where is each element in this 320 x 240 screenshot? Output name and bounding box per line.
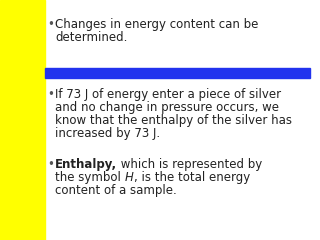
Text: If 73 J of energy enter a piece of silver: If 73 J of energy enter a piece of silve… [55,88,281,101]
Text: •: • [47,88,54,101]
Text: H: H [124,171,133,184]
Text: the symbol: the symbol [55,171,124,184]
Text: Changes in energy content can be: Changes in energy content can be [55,18,258,31]
Text: and no change in pressure occurs, we: and no change in pressure occurs, we [55,101,279,114]
Bar [45,68,310,78]
Bar [0,0,45,240]
Text: determined.: determined. [55,31,127,44]
Text: know that the enthalpy of the silver has: know that the enthalpy of the silver has [55,114,292,127]
Text: •: • [47,18,54,31]
Text: •: • [47,158,54,171]
Text: , is the total energy: , is the total energy [133,171,250,184]
Text: content of a sample.: content of a sample. [55,184,177,197]
Text: increased by 73 J.: increased by 73 J. [55,127,160,140]
Text: which is represented by: which is represented by [117,158,262,171]
Text: Enthalpy,: Enthalpy, [55,158,117,171]
